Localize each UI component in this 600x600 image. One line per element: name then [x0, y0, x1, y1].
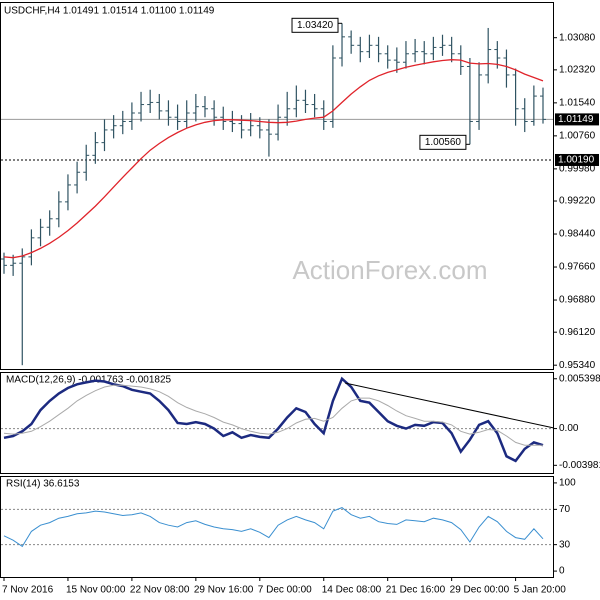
- series-line: [3, 59, 544, 259]
- y-tick-label: 70: [559, 504, 571, 515]
- last-price-label: 1.01149: [558, 114, 594, 125]
- x-tick-label: 29 Dec 00:00: [450, 585, 510, 596]
- y-tick-label: 0.97660: [559, 262, 596, 273]
- y-tick-label: 0.95340: [559, 360, 596, 371]
- x-tick-label: 7 Dec 00:00: [258, 585, 312, 596]
- last-price-box: [555, 113, 599, 126]
- y-tick-label: -0.003981: [559, 460, 600, 471]
- y-tick-label: 1.00760: [559, 131, 596, 142]
- y-tick-label: 1.03080: [559, 32, 596, 43]
- y-tick-label: 1.02320: [559, 64, 596, 75]
- chart-title: USDCHF,H4 1.01491 1.01514 1.01100 1.0114…: [4, 6, 215, 17]
- x-tick-label: 15 Nov 00:00: [66, 585, 126, 596]
- annotation-box: [419, 134, 467, 150]
- y-tick-label: 0.98440: [559, 229, 596, 240]
- y-tick-label: 30: [559, 539, 571, 550]
- x-tick-label: 21 Dec 16:00: [386, 585, 446, 596]
- x-tick-label: 29 Nov 16:00: [194, 585, 254, 596]
- y-tick-label: 0.005398: [559, 373, 600, 384]
- y-tick-label: 0: [559, 566, 565, 577]
- y-tick-label: 0.96120: [559, 327, 596, 338]
- y-tick-label: 0.00: [559, 423, 579, 434]
- watermark: ActionForex.com: [292, 255, 487, 285]
- y-tick-label: 0.99220: [559, 196, 596, 207]
- macd-title: MACD(12,26,9) -0.001763 -0.001825: [6, 375, 172, 386]
- level-label-box: [555, 153, 599, 166]
- rsi-panel: [0, 476, 554, 578]
- annotation-label: 1.00560: [425, 137, 462, 148]
- y-tick-label: 0.99980: [559, 164, 596, 175]
- rsi-title: RSI(14) 36.6153: [6, 479, 80, 490]
- y-tick-label: 0.96880: [559, 295, 596, 306]
- series-line: [3, 384, 543, 446]
- y-tick-label: 100: [559, 478, 576, 489]
- x-tick-label: 14 Dec 08:00: [322, 585, 382, 596]
- level-label: 1.00190: [558, 155, 595, 166]
- macd-panel: [0, 372, 554, 474]
- price-panel: [0, 2, 554, 370]
- annotation-label: 1.03420: [297, 20, 334, 31]
- series-line: [3, 507, 544, 548]
- x-tick-label: 7 Nov 2016: [2, 585, 54, 596]
- y-tick-label: 1.01540: [559, 97, 596, 108]
- x-tick-label: 22 Nov 08:00: [130, 585, 190, 596]
- annotation-box: [291, 17, 339, 33]
- trend-line: [344, 382, 555, 429]
- x-tick-label: 5 Jan 20:00: [514, 585, 567, 596]
